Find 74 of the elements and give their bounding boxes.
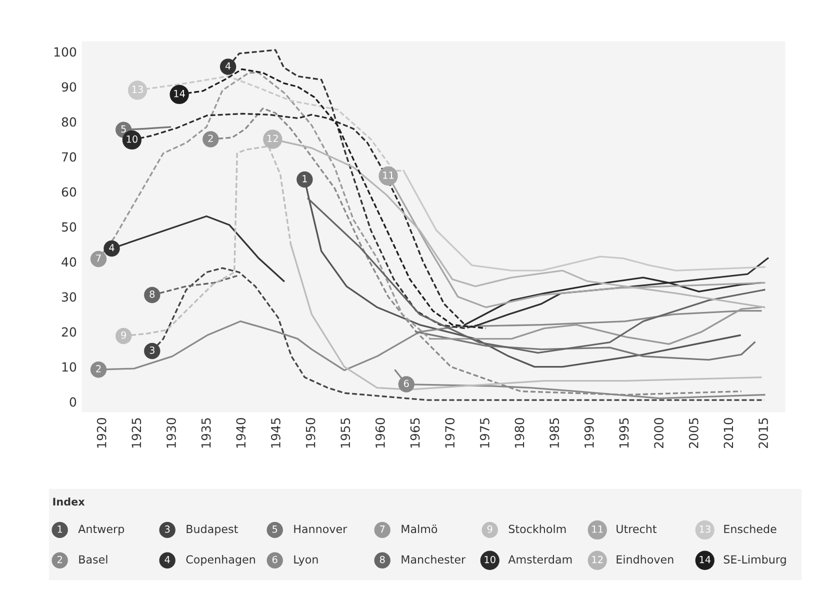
y-tick-label: 60: [62, 187, 76, 197]
text: 9: [487, 525, 492, 533]
y-tick-label: 90: [62, 82, 76, 92]
legend-label: Hannover: [294, 524, 348, 534]
text: 11: [592, 526, 603, 533]
legend-label: Amsterdam: [508, 555, 572, 564]
legend-label: Malmö: [402, 524, 438, 534]
legend-label: Budapest: [186, 524, 238, 536]
y-tick-label: 40: [62, 257, 76, 267]
legend-title: Index: [53, 498, 85, 506]
y-tick-label: 0: [70, 397, 76, 407]
text: 5: [272, 526, 278, 533]
legend-label: Lyon: [294, 555, 318, 566]
x-tick-label: 1955: [340, 418, 350, 448]
text: 12: [592, 556, 603, 564]
y-tick-label: 80: [62, 117, 76, 127]
x-tick-label: 1990: [584, 418, 594, 448]
x-tick-label: 1950: [306, 418, 316, 448]
legend-label: Manchester: [402, 555, 466, 564]
x-tick-label: 1995: [619, 418, 629, 448]
x-tick-label: 2005: [688, 418, 698, 448]
text: 3: [164, 525, 170, 533]
legend-label: Copenhagen: [186, 555, 255, 566]
text: 14: [700, 556, 711, 564]
annotation: 1: [302, 175, 307, 182]
annotation: 6: [404, 380, 409, 388]
annotation: 12: [268, 134, 278, 142]
x-tick-label: 1985: [550, 418, 560, 448]
x-tick-label: 1980: [514, 418, 524, 448]
x-tick-label: 1940: [236, 418, 246, 448]
annotation: 9: [121, 331, 126, 339]
legend-label: Enschede: [724, 524, 776, 534]
x-tick-label: 1970: [445, 418, 455, 448]
x-tick-label: 2015: [758, 418, 768, 448]
legend-label: Eindhoven: [616, 555, 674, 564]
text: 1: [58, 526, 62, 533]
x-tick-label: 1925: [132, 418, 142, 448]
legend-label: Utrecht: [616, 524, 657, 534]
y-tick-label: 20: [62, 327, 76, 337]
x-tick-label: 1965: [410, 418, 420, 448]
annotation: 2: [208, 134, 213, 142]
text: 4: [164, 556, 170, 564]
text: 6: [272, 556, 278, 564]
text: 7: [380, 526, 385, 533]
annotation: 4: [109, 244, 114, 252]
text: 10: [484, 556, 496, 564]
text: 8: [380, 556, 385, 564]
annotation: 5: [121, 125, 126, 133]
y-tick-label: 50: [62, 222, 76, 232]
annotation: 2: [96, 365, 101, 372]
legend-label: SE-Limburg: [724, 555, 786, 566]
annotation: 7: [96, 254, 101, 262]
annotation: 8: [150, 290, 155, 298]
x-tick-label: 1945: [270, 418, 280, 448]
annotation: 14: [174, 90, 185, 98]
y-tick-label: 70: [62, 152, 76, 162]
y-tick-label: 10: [62, 362, 76, 372]
x-tick-label: 1960: [375, 418, 385, 448]
legend-label: Antwerp: [78, 524, 124, 536]
legend-label: Basel: [79, 555, 108, 564]
x-tick-label: 1975: [480, 418, 490, 448]
x-tick-label: 1920: [96, 418, 106, 448]
annotation: 4: [225, 62, 231, 70]
legend-label: Stockholm: [508, 524, 566, 534]
annotation: 11: [383, 172, 394, 179]
y-tick-label: 30: [62, 292, 76, 302]
x-tick-label: 1935: [201, 418, 211, 448]
x-tick-label: 2010: [724, 418, 734, 448]
annotation: 3: [150, 346, 154, 354]
x-tick-label: 1930: [166, 418, 176, 448]
y-tick-label: 100: [54, 47, 76, 57]
text: 2: [57, 556, 62, 564]
annotation: 10: [126, 135, 138, 143]
x-tick-label: 2000: [654, 418, 664, 448]
